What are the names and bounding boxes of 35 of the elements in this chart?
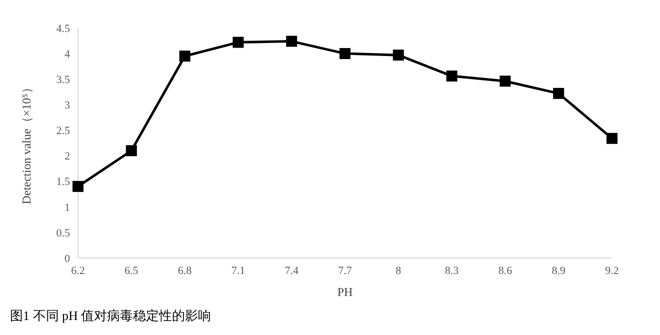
x-tick-label: 7.4 — [284, 264, 299, 277]
point — [446, 70, 458, 82]
point — [232, 36, 244, 48]
x-tick-label: 8.9 — [552, 264, 566, 277]
y-tick-label: 2 — [64, 150, 70, 163]
y-tick-label: 4 — [64, 48, 70, 60]
y-tick-label: 2.5 — [56, 125, 70, 138]
y-tick-label: 3.5 — [56, 74, 70, 86]
x-tick-label: 6.5 — [124, 264, 139, 277]
point — [286, 36, 298, 47]
point — [500, 76, 511, 87]
x-tick-label: 6.2 — [71, 264, 85, 277]
point — [340, 48, 350, 60]
x-tick-label: 7.1 — [231, 264, 246, 277]
x-axis-title: PH — [337, 285, 353, 299]
y-tick-label: 1.5 — [56, 176, 70, 188]
y-axis-title: Detection value（×10⁵） — [19, 82, 34, 204]
point — [72, 180, 84, 192]
y-tick-label: 0 — [64, 252, 70, 265]
y-tick-label: 4.5 — [56, 22, 70, 35]
x-tick-label: 8.3 — [444, 264, 460, 277]
x-tick-label: 8 — [396, 264, 402, 277]
point — [392, 50, 404, 61]
y-tick-label: 0.5 — [56, 227, 70, 240]
y-tick-label: 1 — [64, 202, 70, 214]
point — [179, 50, 190, 62]
x-tick-label: 8.6 — [498, 264, 513, 277]
point — [553, 88, 564, 99]
x-tick-label: 9.2 — [605, 264, 619, 277]
point — [606, 132, 618, 144]
x-tick-label: 7.7 — [338, 264, 352, 277]
point — [126, 145, 137, 156]
caption: 图1 不同 pH 值对病毒稳定性的影响 — [10, 307, 212, 325]
y-tick-label: 3 — [64, 100, 70, 112]
x-tick-label: 6.8 — [178, 264, 192, 277]
